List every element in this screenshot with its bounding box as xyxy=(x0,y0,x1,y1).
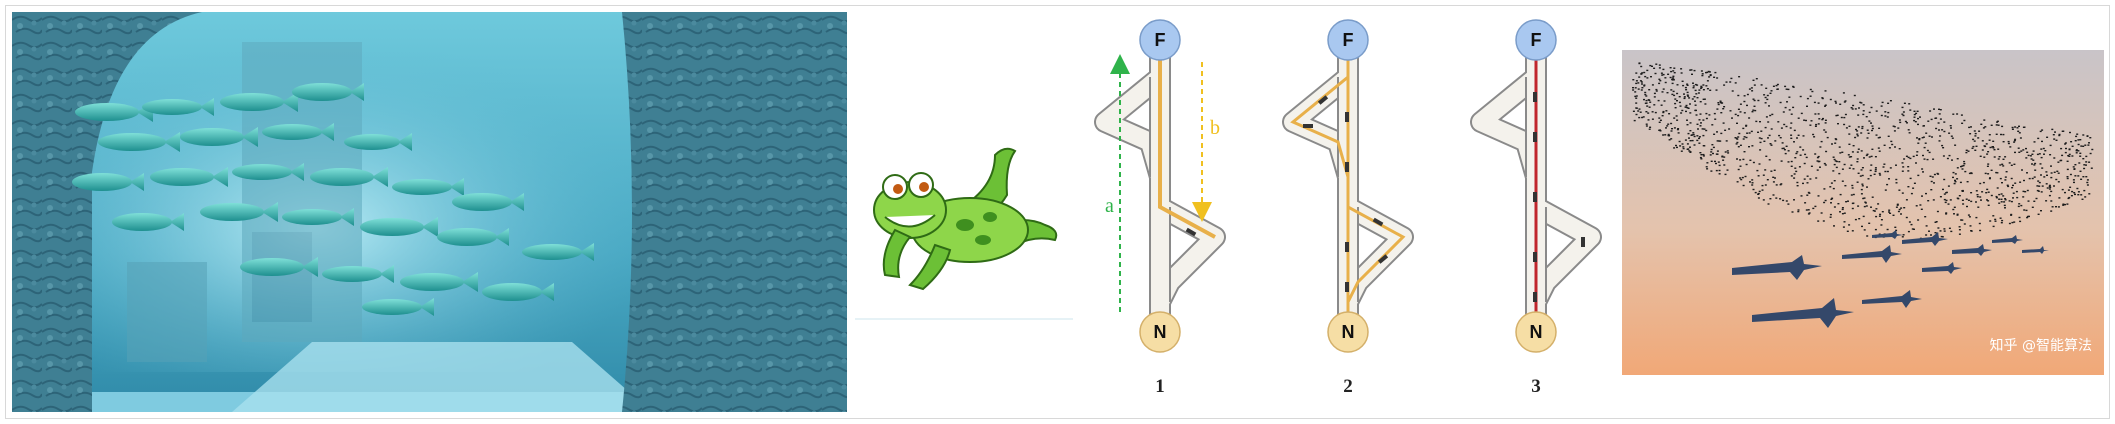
food-node xyxy=(1139,19,1181,61)
nest-node-label: N xyxy=(1530,322,1543,342)
stage-3-diagram: F N 3 xyxy=(1481,19,1591,397)
right-rock-wall xyxy=(622,12,847,412)
stage-3-label: 3 xyxy=(1531,376,1541,397)
arrow-b-label: b xyxy=(1210,117,1220,139)
arrow-a-label: a xyxy=(1105,195,1114,217)
stage-1-label: 1 xyxy=(1155,376,1165,397)
food-node-label: F xyxy=(1343,30,1354,50)
fish-school-photo xyxy=(12,12,847,412)
image-frame xyxy=(5,5,2110,419)
left-rock-wall xyxy=(12,12,202,412)
nest-node-label: N xyxy=(1342,322,1355,342)
ant-path-diagram: a b F N 1 F xyxy=(1080,12,1620,412)
nest-node xyxy=(1139,311,1181,353)
nest-node-label: N xyxy=(1154,322,1167,342)
stage-2-diagram: F N 2 xyxy=(1293,19,1403,397)
food-node-label: F xyxy=(1155,30,1166,50)
fish-school xyxy=(72,83,594,316)
watermark: 知乎 @智能算法 xyxy=(1990,337,2092,354)
food-node-label: F xyxy=(1531,30,1542,50)
stage-2-label: 2 xyxy=(1343,376,1353,397)
drone-swarm xyxy=(1732,230,2049,328)
frog-icon xyxy=(873,147,1058,291)
bird-flock-photo: 知乎 @智能算法 xyxy=(1622,50,2104,375)
stage-1-diagram: a b F N 1 xyxy=(1105,19,1220,397)
frog-illustration xyxy=(855,105,1073,320)
bird-flock xyxy=(1632,62,2094,240)
